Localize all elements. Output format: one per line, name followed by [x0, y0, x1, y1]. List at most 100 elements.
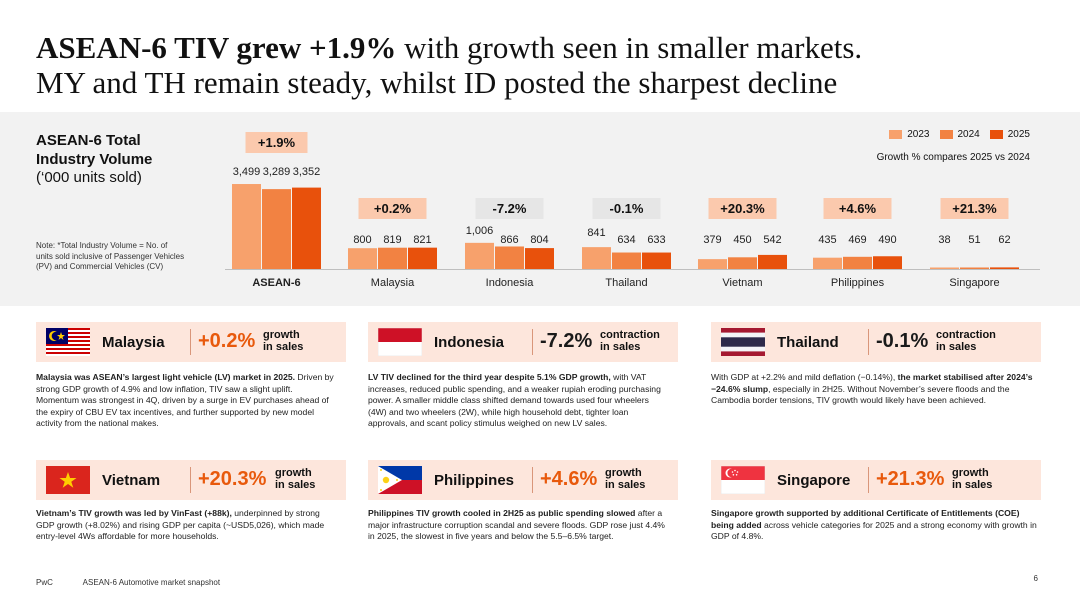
card-pct: +21.3%	[876, 468, 945, 490]
value-label: 490	[878, 234, 896, 246]
value-label: 634	[617, 234, 635, 246]
bar-malaysia-2024	[378, 247, 407, 269]
card-body-vietnam: Vietnam’s TIV growth was led by VinFast …	[36, 508, 336, 543]
footer-doc: ASEAN-6 Automotive market snapshot	[82, 578, 221, 587]
card-country: Thailand	[777, 334, 839, 351]
category-label: Philippines	[831, 277, 885, 289]
growth-label: +4.6%	[839, 201, 877, 216]
footer-brand: PwC	[36, 578, 53, 587]
card-header-singapore: Singapore +21.3% growth in sales	[711, 460, 1041, 500]
card-pct-type: growth in sales	[952, 467, 993, 491]
card-header-vietnam: Vietnam +20.3% growth in sales	[36, 460, 346, 500]
card-divider	[532, 467, 533, 493]
card-divider	[532, 329, 533, 355]
card-pct: +0.2%	[198, 330, 256, 352]
title-rest: with growth seen in smaller markets.	[396, 30, 863, 65]
bar-asean-6-2024	[262, 189, 291, 269]
card-country: Philippines	[434, 472, 515, 489]
vietnam-flag-icon	[46, 466, 90, 494]
page-title: ASEAN-6 TIV grew +1.9% with growth seen …	[36, 30, 1046, 100]
category-label: Vietnam	[722, 277, 762, 289]
card-body-text: with VAT increases, reduced public spend…	[368, 372, 661, 429]
card-pct-type: contraction in sales	[936, 329, 996, 353]
card-country: Indonesia	[434, 334, 505, 351]
growth-badge	[940, 198, 1009, 219]
card-body-post-bold: the market stabilised after 2024’s −24.6…	[711, 372, 1033, 394]
value-label: 3,499	[233, 166, 261, 178]
card-body-malaysia: Malaysia was ASEAN’s largest light vehic…	[36, 372, 336, 430]
category-label: Thailand	[605, 277, 647, 289]
value-label: 1,006	[466, 225, 494, 237]
card-country: Malaysia	[102, 334, 165, 351]
bar-malaysia-2023	[348, 248, 377, 269]
bar-indonesia-2024	[495, 246, 524, 269]
card-country: Singapore	[777, 472, 851, 489]
bar-philippines-2025	[873, 256, 902, 269]
chart-unit: (‘000 units sold)	[36, 169, 142, 186]
value-label: 800	[353, 234, 371, 246]
indonesia-flag-icon	[377, 327, 423, 357]
footer: PwC ASEAN-6 Automotive market snapshot	[36, 578, 248, 587]
growth-label: +1.9%	[258, 135, 296, 150]
card-body-bold: Vietnam’s TIV growth was led by VinFast …	[36, 508, 232, 518]
value-label: 435	[818, 234, 836, 246]
bar-vietnam-2023	[698, 259, 727, 269]
card-pct-type: contraction in sales	[600, 329, 660, 353]
card-body-text: With GDP at +2.2% and mild deflation (−0…	[711, 372, 898, 382]
value-label: 542	[763, 234, 781, 246]
bar-chart: 3,499 3,289 3,352 ASEAN-6 +1.9% 800 819 821 Mala…	[225, 132, 1040, 289]
value-label: 3,352	[293, 166, 321, 178]
category-label: Indonesia	[486, 277, 535, 289]
growth-label: +0.2%	[374, 201, 412, 216]
growth-label: -7.2%	[493, 201, 527, 216]
card-pct-type: growth in sales	[605, 467, 646, 491]
growth-badge	[592, 198, 661, 219]
card-body-bold: Philippines TIV growth cooled in 2H25 as…	[368, 508, 636, 518]
card-body-text: after a major infrastructure corruption …	[368, 508, 665, 542]
card-body-philippines: Philippines TIV growth cooled in 2H25 as…	[368, 508, 668, 543]
value-label: 51	[968, 234, 980, 246]
card-pct: +4.6%	[540, 468, 598, 490]
bar-indonesia-2025	[525, 248, 554, 269]
card-pct: -7.2%	[540, 330, 593, 352]
value-label: 633	[647, 234, 665, 246]
bar-thailand-2025	[642, 252, 671, 269]
value-label: 379	[703, 234, 721, 246]
bar-malaysia-2025	[408, 247, 437, 269]
page-number: 6	[1033, 574, 1038, 583]
card-body-bold: Malaysia was ASEAN’s largest light vehic…	[36, 372, 296, 382]
value-label: 841	[587, 227, 605, 239]
bar-singapore-2023	[930, 267, 959, 269]
card-header-malaysia: Malaysia +0.2% growth in sales	[36, 322, 346, 362]
card-header-philippines: Philippines +4.6% growth in sales	[368, 460, 678, 500]
card-country: Vietnam	[102, 472, 161, 489]
card-pct: +20.3%	[198, 468, 267, 490]
bar-philippines-2023	[813, 257, 842, 269]
value-label: 821	[413, 234, 431, 246]
value-label: 804	[530, 234, 548, 246]
value-label: 62	[998, 234, 1010, 246]
bar-philippines-2024	[843, 256, 872, 269]
legend-item-2024: 2024	[939, 129, 980, 140]
card-body-bold: Singapore growth supported by additional…	[711, 508, 1020, 530]
title-bold: ASEAN-6 TIV grew +1.9%	[36, 30, 397, 65]
card-pct-type: growth in sales	[263, 329, 304, 353]
malaysia-flag-icon	[46, 328, 90, 356]
value-label: 38	[938, 234, 950, 246]
category-label: Singapore	[949, 277, 999, 289]
bar-vietnam-2024	[728, 257, 757, 269]
title-line2: MY and TH remain steady, whilst ID poste…	[36, 65, 838, 100]
growth-badge	[823, 198, 892, 219]
card-divider	[868, 329, 869, 355]
bar-vietnam-2025	[758, 254, 787, 269]
legend-item-2025: 2025	[989, 129, 1030, 140]
growth-label: -0.1%	[610, 201, 644, 216]
growth-label: +20.3%	[720, 201, 765, 216]
category-label: Malaysia	[371, 277, 415, 289]
card-body-text: Driven by strong GDP growth of 4.9% and …	[36, 372, 334, 429]
value-label: 469	[848, 234, 866, 246]
bar-asean-6-2023	[232, 184, 261, 269]
card-body-post-text: , especially in 2H25. Without November’s…	[711, 383, 1010, 406]
singapore-flag-icon	[720, 465, 766, 495]
card-body-thailand: With GDP at +2.2% and mild deflation (−0…	[711, 372, 1041, 407]
